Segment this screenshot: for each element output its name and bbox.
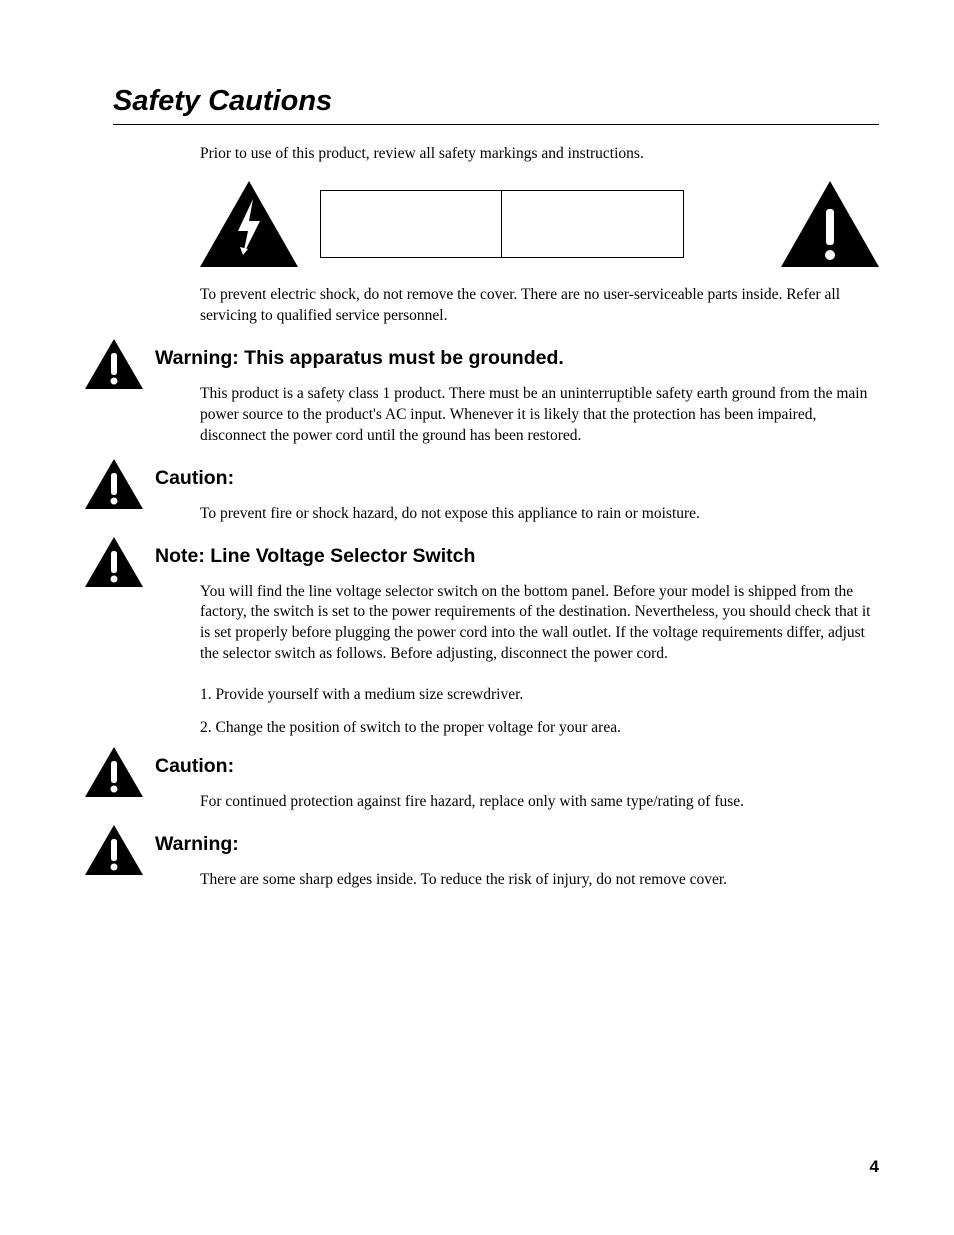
- exclamation-triangle-icon: [781, 181, 879, 267]
- warning-triangle-icon: [85, 825, 143, 875]
- shock-warning-text: To prevent electric shock, do not remove…: [200, 285, 879, 327]
- section-4: Warning: There are some sharp edges insid…: [85, 833, 879, 891]
- section-2: Note: Line Voltage Selector Switch You wi…: [85, 545, 879, 740]
- lightning-triangle-icon: [200, 181, 298, 267]
- section-heading: Caution:: [155, 755, 879, 778]
- warning-triangle-icon: [85, 747, 143, 797]
- section-body: To prevent fire or shock hazard, do not …: [200, 504, 879, 525]
- section-body: You will find the line voltage selector …: [200, 582, 879, 666]
- warning-triangle-icon: [85, 459, 143, 509]
- section-heading: Warning: This apparatus must be grounded…: [155, 347, 879, 370]
- label-boxes: [320, 190, 684, 258]
- page-title: Safety Cautions: [113, 85, 879, 125]
- list-item: 2. Change the position of switch to the …: [200, 718, 879, 739]
- warning-triangle-icon: [85, 339, 143, 389]
- list-item: 1. Provide yourself with a medium size s…: [200, 685, 879, 706]
- section-3: Caution: For continued protection against…: [85, 755, 879, 813]
- section-heading: Note: Line Voltage Selector Switch: [155, 545, 879, 568]
- section-body: This product is a safety class 1 product…: [200, 384, 879, 447]
- intro-text: Prior to use of this product, review all…: [200, 145, 879, 163]
- section-heading: Caution:: [155, 467, 879, 490]
- section-heading: Warning:: [155, 833, 879, 856]
- section-1: Caution: To prevent fire or shock hazard,…: [85, 467, 879, 525]
- label-box-right: [502, 190, 684, 258]
- page-number: 4: [870, 1157, 879, 1177]
- section-0: Warning: This apparatus must be grounded…: [85, 347, 879, 447]
- label-box-left: [320, 190, 502, 258]
- warning-triangle-icon: [85, 537, 143, 587]
- section-body: There are some sharp edges inside. To re…: [200, 870, 879, 891]
- section-body: For continued protection against fire ha…: [200, 792, 879, 813]
- symbol-row: [200, 181, 879, 267]
- document-page: Safety Cautions Prior to use of this pro…: [0, 0, 954, 1235]
